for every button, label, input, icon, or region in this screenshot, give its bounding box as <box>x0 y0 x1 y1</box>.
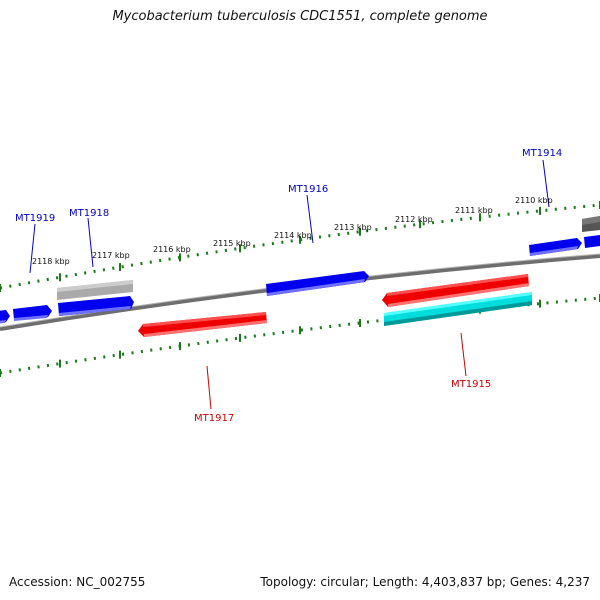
gene-arrow-forward[interactable] <box>266 271 369 296</box>
gene-arrow-forward[interactable] <box>13 305 52 321</box>
gene-label-mt1914[interactable]: MT1914 <box>522 148 562 159</box>
tick-label-2114: 2114 kbp <box>274 231 312 240</box>
gene-arrow-reverse[interactable] <box>138 312 267 337</box>
topology-text: Topology: circular; Length: 4,403,837 bp… <box>260 575 590 589</box>
gene-leader-lines <box>29 159 550 410</box>
gene-box-other[interactable] <box>582 216 600 232</box>
gene-label-mt1917[interactable]: MT1917 <box>194 413 234 424</box>
gene-arrow-forward[interactable] <box>584 235 600 248</box>
gene-label-mt1919[interactable]: MT1919 <box>15 213 55 224</box>
gene-arrow-forward[interactable] <box>529 238 582 256</box>
page-title: Mycobacterium tuberculosis CDC1551, comp… <box>112 9 488 24</box>
gene-label-mt1915[interactable]: MT1915 <box>451 379 491 390</box>
tick-label-2115: 2115 kbp <box>213 239 251 248</box>
gene-label-mt1918[interactable]: MT1918 <box>69 208 109 219</box>
accession-text: Accession: NC_002755 <box>9 575 146 589</box>
gene-arrow-reverse[interactable] <box>382 274 529 307</box>
gene-arrow-forward[interactable] <box>58 296 134 316</box>
gene-box-highlight[interactable] <box>384 292 532 326</box>
tick-label-2116: 2116 kbp <box>153 245 191 254</box>
tick-label-2117: 2117 kbp <box>92 251 130 260</box>
tick-label-2111: 2111 kbp <box>455 206 493 215</box>
gene-arrow-forward[interactable] <box>0 310 10 324</box>
tick-label-2112: 2112 kbp <box>395 215 433 224</box>
tick-label-2110: 2110 kbp <box>515 196 553 205</box>
gene-box-other[interactable] <box>57 280 133 300</box>
tick-label-2113: 2113 kbp <box>334 223 372 232</box>
gene-label-mt1916[interactable]: MT1916 <box>288 184 328 195</box>
tick-label-2118: 2118 kbp <box>32 257 70 266</box>
